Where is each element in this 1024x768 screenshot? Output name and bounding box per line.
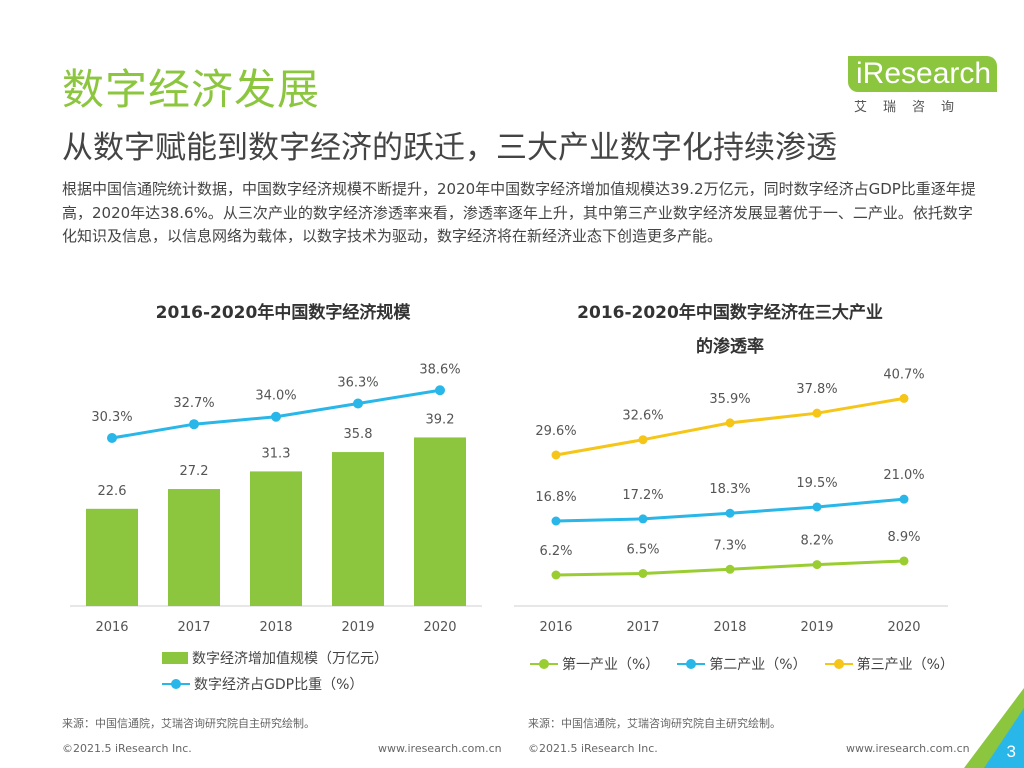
chart1-bar bbox=[250, 471, 302, 606]
chart2-point-primary bbox=[725, 564, 735, 574]
logo-wordmark: iResearch bbox=[848, 56, 998, 92]
chart2-label-primary: 6.2% bbox=[539, 544, 572, 559]
chart1-bar-label: 31.3 bbox=[262, 446, 291, 461]
chart1-title: 2016-2020年中国数字经济规模 bbox=[155, 303, 411, 323]
chart2-title-line2: 的渗透率 bbox=[696, 337, 764, 357]
chart2-label-secondary: 16.8% bbox=[535, 490, 576, 505]
source-note-right: 来源：中国信通院，艾瑞咨询研究院自主研究绘制。 bbox=[528, 717, 781, 730]
chart2-x-tick: 2018 bbox=[713, 620, 746, 635]
page-number: 3 bbox=[1006, 742, 1016, 761]
legend-swatch-line bbox=[162, 678, 190, 690]
chart2-point-secondary bbox=[812, 502, 822, 512]
chart2-label-primary: 6.5% bbox=[626, 542, 659, 557]
copyright-left: ©2021.5 iResearch Inc. bbox=[62, 742, 192, 755]
chart1-share-label: 30.3% bbox=[91, 410, 132, 425]
chart1-share-point bbox=[271, 411, 281, 422]
legend-item-tertiary: 第三产业（%） bbox=[824, 654, 954, 674]
page-title: 数字经济发展 bbox=[62, 65, 321, 114]
legend-swatch-tertiary bbox=[824, 658, 853, 670]
chart2-label-tertiary: 32.6% bbox=[622, 409, 663, 424]
chart1-share-label: 32.7% bbox=[173, 396, 214, 411]
chart2-label-tertiary: 40.7% bbox=[883, 367, 924, 382]
chart1-bar bbox=[168, 489, 220, 606]
source-note-left: 来源：中国信通院，艾瑞咨询研究院自主研究绘制。 bbox=[62, 717, 315, 730]
chart2-label-secondary: 18.3% bbox=[709, 482, 750, 497]
chart1-x-tick: 2019 bbox=[341, 620, 374, 635]
chart2-label-primary: 8.2% bbox=[800, 534, 833, 549]
chart2-point-secondary bbox=[551, 516, 561, 526]
chart1-legend: 数字经济增加值规模（万亿元） 数字经济占GDP比重（%） bbox=[162, 645, 388, 697]
chart2-point-tertiary bbox=[551, 450, 561, 460]
chart2-point-tertiary bbox=[725, 418, 735, 428]
chart2-point-tertiary bbox=[812, 408, 822, 418]
legend-swatch-bar bbox=[162, 652, 188, 664]
chart1-bar-label: 39.2 bbox=[426, 412, 455, 427]
chart1-x-tick: 2017 bbox=[177, 620, 210, 635]
legend-item-bar: 数字经济增加值规模（万亿元） bbox=[162, 645, 388, 671]
legend-item-secondary: 第二产业（%） bbox=[677, 654, 807, 674]
legend-swatch-primary bbox=[530, 658, 558, 670]
chart1-bar bbox=[86, 508, 138, 606]
legend-label: 第三产业（%） bbox=[856, 657, 954, 673]
chart2-title: 2016-2020年中国数字经济在三大产业 的渗透率 bbox=[520, 296, 940, 364]
legend-label: 第二产业（%） bbox=[709, 657, 807, 673]
chart2-point-primary bbox=[551, 570, 561, 580]
corner-decoration bbox=[964, 688, 1024, 768]
chart2-label-primary: 7.3% bbox=[713, 538, 746, 553]
legend-swatch-secondary bbox=[677, 658, 706, 670]
legend-label: 数字经济占GDP比重（%） bbox=[194, 677, 364, 693]
chart2-title-line1: 2016-2020年中国数字经济在三大产业 bbox=[577, 303, 883, 323]
chart1-bar-label: 35.8 bbox=[344, 427, 373, 442]
chart1-x-tick: 2018 bbox=[259, 620, 292, 635]
chart1-share-point bbox=[189, 419, 199, 430]
copyright-right: ©2021.5 iResearch Inc. bbox=[528, 742, 658, 755]
chart1-bar-label: 22.6 bbox=[98, 484, 127, 499]
chart2-point-primary bbox=[899, 556, 909, 566]
legend-item-line: 数字经济占GDP比重（%） bbox=[162, 671, 388, 697]
chart2-point-secondary bbox=[899, 494, 909, 504]
chart2-point-secondary bbox=[725, 508, 735, 518]
chart1-share-label: 34.0% bbox=[255, 389, 296, 404]
chart1-bar bbox=[332, 452, 384, 606]
chart2-label-secondary: 17.2% bbox=[622, 488, 663, 503]
summary-paragraph: 根据中国信通院统计数据，中国数字经济规模不断提升，2020年中国数字经济增加值规… bbox=[62, 180, 976, 245]
chart1-x-tick: 2016 bbox=[95, 620, 128, 635]
chart2-point-secondary bbox=[638, 514, 648, 524]
chart2-point-primary bbox=[638, 568, 648, 578]
chart1-share-label: 36.3% bbox=[337, 376, 378, 391]
chart1-share-point bbox=[107, 433, 117, 443]
chart1-share-point bbox=[353, 398, 363, 409]
chart1-bar-label: 27.2 bbox=[180, 464, 209, 479]
chart2-legend: 第一产业（%） 第二产业（%） 第三产业（%） bbox=[530, 654, 972, 674]
chart1-bar bbox=[414, 437, 466, 606]
chart2-label-tertiary: 35.9% bbox=[709, 392, 750, 407]
legend-item-primary: 第一产业（%） bbox=[530, 654, 659, 674]
iresearch-logo: iResearch 艾瑞咨询 bbox=[848, 56, 998, 118]
page-subtitle: 从数字赋能到数字经济的跃迁，三大产业数字化持续渗透 bbox=[62, 130, 837, 166]
chart2-point-tertiary bbox=[899, 393, 909, 403]
website-link-right[interactable]: www.iresearch.com.cn bbox=[846, 742, 970, 755]
chart2-label-secondary: 19.5% bbox=[796, 476, 837, 491]
website-link-left[interactable]: www.iresearch.com.cn bbox=[378, 742, 502, 755]
chart2-x-tick: 2020 bbox=[887, 620, 920, 635]
legend-label: 数字经济增加值规模（万亿元） bbox=[192, 651, 388, 667]
chart1-share-label: 38.6% bbox=[419, 362, 460, 377]
chart2-label-tertiary: 37.8% bbox=[796, 382, 837, 397]
chart1-share-point bbox=[435, 385, 445, 396]
chart2-point-tertiary bbox=[638, 435, 648, 445]
chart2-x-tick: 2016 bbox=[539, 620, 572, 635]
chart2-x-tick: 2019 bbox=[800, 620, 833, 635]
chart1-x-tick: 2020 bbox=[423, 620, 456, 635]
chart2-label-primary: 8.9% bbox=[887, 530, 920, 545]
chart2-x-tick: 2017 bbox=[626, 620, 659, 635]
chart2-point-primary bbox=[812, 560, 822, 570]
chart2-label-tertiary: 29.6% bbox=[535, 424, 576, 439]
chart2-label-secondary: 21.0% bbox=[883, 468, 924, 483]
logo-subtitle: 艾瑞咨询 bbox=[854, 100, 971, 115]
legend-label: 第一产业（%） bbox=[562, 657, 660, 673]
